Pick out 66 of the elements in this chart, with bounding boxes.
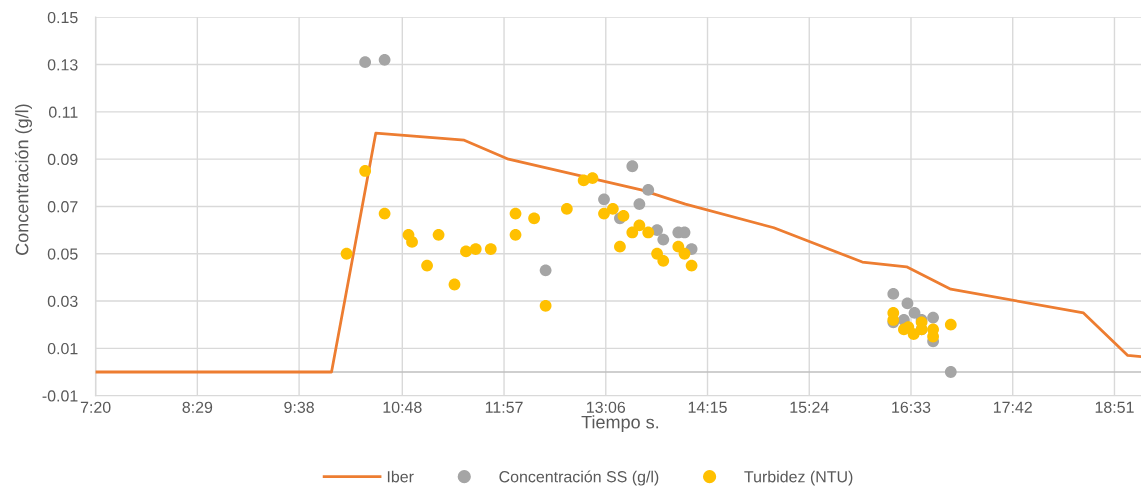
point <box>944 318 957 331</box>
point <box>617 210 630 222</box>
point <box>432 228 445 241</box>
point <box>406 236 418 248</box>
x-tick-label: 7:20 <box>80 401 111 413</box>
y-tick-label: 0.05 <box>47 248 78 260</box>
x-tick-label: 18:51 <box>1095 401 1134 413</box>
point <box>642 226 655 239</box>
y-tick-label: 0.15 <box>47 11 78 24</box>
point <box>598 193 610 206</box>
point <box>598 207 610 220</box>
point <box>685 259 698 272</box>
point <box>509 228 522 241</box>
y-axis-title: Concentración (g/l) <box>14 104 33 255</box>
x-axis-title: Tiempo s. <box>581 415 659 433</box>
x-tick-label: 15:24 <box>790 401 829 413</box>
point <box>657 233 670 246</box>
x-tick-label: 10:48 <box>383 401 422 413</box>
point <box>606 202 619 215</box>
x-tick-label: 11:57 <box>485 401 523 413</box>
point <box>469 243 482 255</box>
point <box>484 243 497 255</box>
point <box>460 245 472 258</box>
point <box>509 207 522 220</box>
point <box>633 219 646 232</box>
point <box>887 288 900 300</box>
y-tick-label: 0.03 <box>47 295 78 307</box>
point <box>642 184 655 196</box>
point <box>678 247 691 260</box>
point <box>626 226 639 239</box>
legend-label: Turbidez (NTU) <box>744 470 853 486</box>
point <box>927 311 939 324</box>
point <box>586 172 599 184</box>
y-tick-label: 0.13 <box>47 59 78 71</box>
point <box>359 56 372 69</box>
point <box>539 299 552 312</box>
x-tick-label: 14:15 <box>688 401 727 413</box>
legend-label: Iber <box>387 470 414 483</box>
point <box>421 259 433 272</box>
point <box>378 207 391 220</box>
point <box>359 165 372 177</box>
point <box>908 306 921 319</box>
y-tick-label: 0.07 <box>47 201 78 213</box>
legend-label: Concentración SS (g/l) <box>499 470 659 486</box>
point <box>614 240 626 253</box>
x-tick-label: 17:42 <box>993 401 1032 413</box>
x-tick-label: 16:33 <box>892 401 931 413</box>
point <box>901 297 914 310</box>
point <box>528 212 541 225</box>
point <box>448 278 461 291</box>
point <box>560 202 573 215</box>
y-tick-label: -0.01 <box>42 390 78 402</box>
point <box>626 160 639 173</box>
point <box>944 366 957 378</box>
x-tick-label: 8:29 <box>182 401 213 413</box>
line-series <box>95 131 1141 374</box>
point <box>633 198 646 210</box>
point <box>539 264 552 277</box>
point <box>657 254 670 267</box>
point <box>340 247 353 260</box>
y-tick-label: 0.09 <box>47 153 78 166</box>
y-tick-label: 0.01 <box>47 342 78 355</box>
x-tick-label: 13:06 <box>587 401 626 413</box>
point <box>378 53 391 66</box>
x-tick-label: 9:38 <box>284 401 314 413</box>
y-tick-label: 0.11 <box>48 106 78 118</box>
